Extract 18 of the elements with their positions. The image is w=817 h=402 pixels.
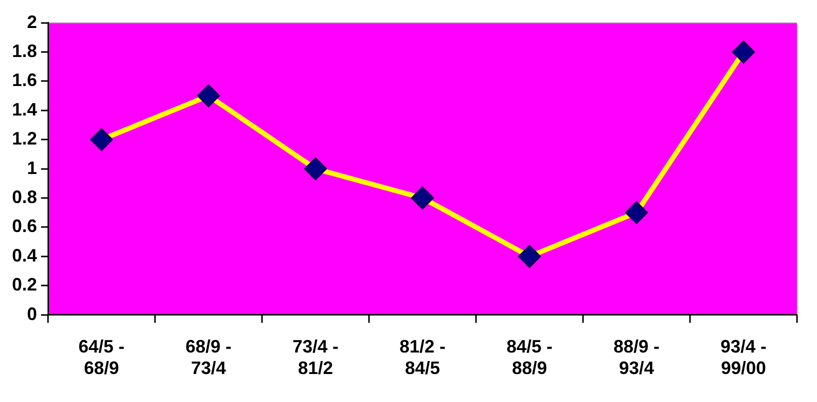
x-tick-label: 84/5 - 88/9 bbox=[506, 336, 553, 378]
y-tick-label: 0.8 bbox=[12, 186, 38, 207]
y-tick-label: 0 bbox=[27, 304, 38, 324]
x-tick-label: 68/9 - 73/4 bbox=[186, 336, 232, 378]
y-tick-label: 0.6 bbox=[12, 216, 38, 236]
x-tick-label: 64/5 - 68/9 bbox=[78, 336, 125, 378]
x-tick-label: 88/9 - 93/4 bbox=[613, 336, 660, 378]
x-tick-label: 73/4 - 81/2 bbox=[292, 336, 339, 378]
x-tick-label: 81/2 - 84/5 bbox=[399, 336, 446, 378]
y-tick-label: 1.4 bbox=[12, 99, 38, 120]
y-tick-label: 2 bbox=[27, 12, 38, 32]
x-tick-label: 93/4 - 99/00 bbox=[720, 336, 767, 378]
y-tick-label: 1.2 bbox=[12, 128, 38, 149]
y-tick-label: 1.8 bbox=[12, 40, 38, 61]
y-tick-label: 0.2 bbox=[12, 274, 38, 295]
y-tick-label: 1 bbox=[27, 158, 38, 178]
y-tick-label: 0.4 bbox=[12, 245, 38, 266]
y-tick-label: 1.6 bbox=[12, 70, 38, 90]
